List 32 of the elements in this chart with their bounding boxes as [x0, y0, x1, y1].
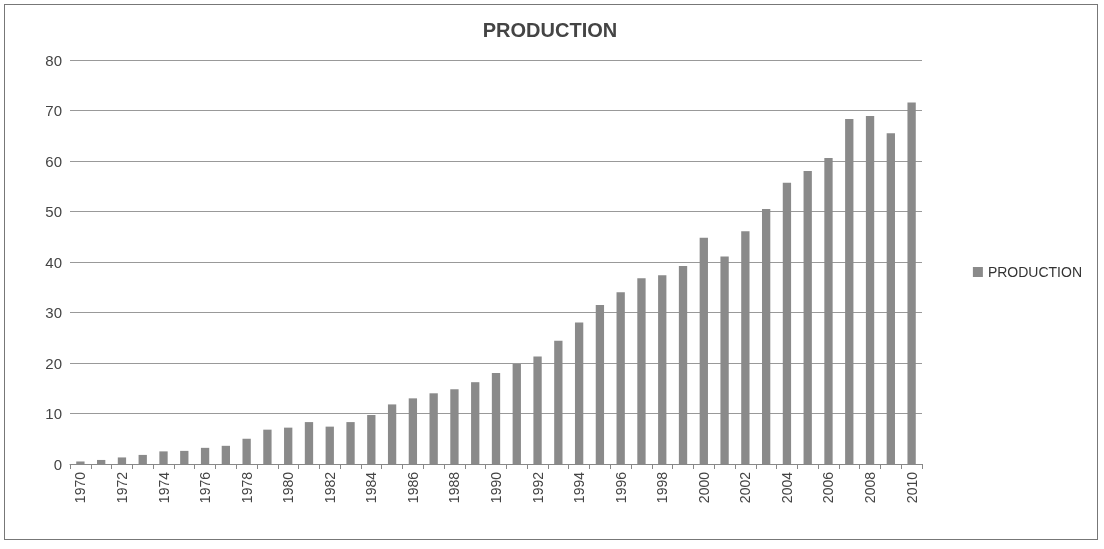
x-tick-label: 1974 — [155, 471, 172, 504]
x-tick-label: 1978 — [238, 471, 255, 504]
x-tick-label: 2008 — [862, 471, 879, 504]
y-tick-label: 20 — [45, 354, 62, 372]
y-tick-label: 30 — [45, 304, 62, 321]
x-tick-label: 1990 — [488, 471, 504, 504]
chart-title: PRODUCTION — [482, 19, 618, 41]
y-tick-label: 10 — [45, 405, 62, 422]
x-tick-label: 2010 — [903, 471, 920, 504]
y-tick-label: 80 — [45, 51, 62, 69]
x-tick-label: 2000 — [695, 471, 712, 504]
y-tick-label: 70 — [45, 102, 62, 119]
x-tick-label: 2004 — [778, 471, 795, 504]
x-tick-label: 1972 — [113, 471, 130, 504]
y-tick-label: 40 — [45, 253, 62, 271]
y-tick-label: 60 — [45, 152, 62, 170]
x-tick-label: 1980 — [280, 471, 297, 504]
y-tick-label: 50 — [45, 203, 62, 220]
x-tick-label: 1970 — [72, 471, 89, 504]
x-tick-label: 1992 — [529, 471, 546, 504]
x-tick-label: 1988 — [446, 471, 463, 504]
legend-label: PRODUCTION — [987, 264, 1083, 280]
y-tick-label: 0 — [53, 455, 62, 473]
x-tick-label: 1994 — [571, 471, 588, 504]
x-tick-label: 2006 — [820, 471, 837, 504]
x-tick-label: 1982 — [321, 471, 338, 504]
x-tick-label: 1996 — [612, 471, 629, 504]
x-tick-label: 1998 — [654, 471, 671, 504]
x-tick-label: 1986 — [404, 471, 421, 504]
x-tick-label: 1976 — [197, 471, 214, 504]
x-tick-label: 2002 — [737, 471, 754, 504]
x-tick-label: 1984 — [363, 471, 380, 504]
